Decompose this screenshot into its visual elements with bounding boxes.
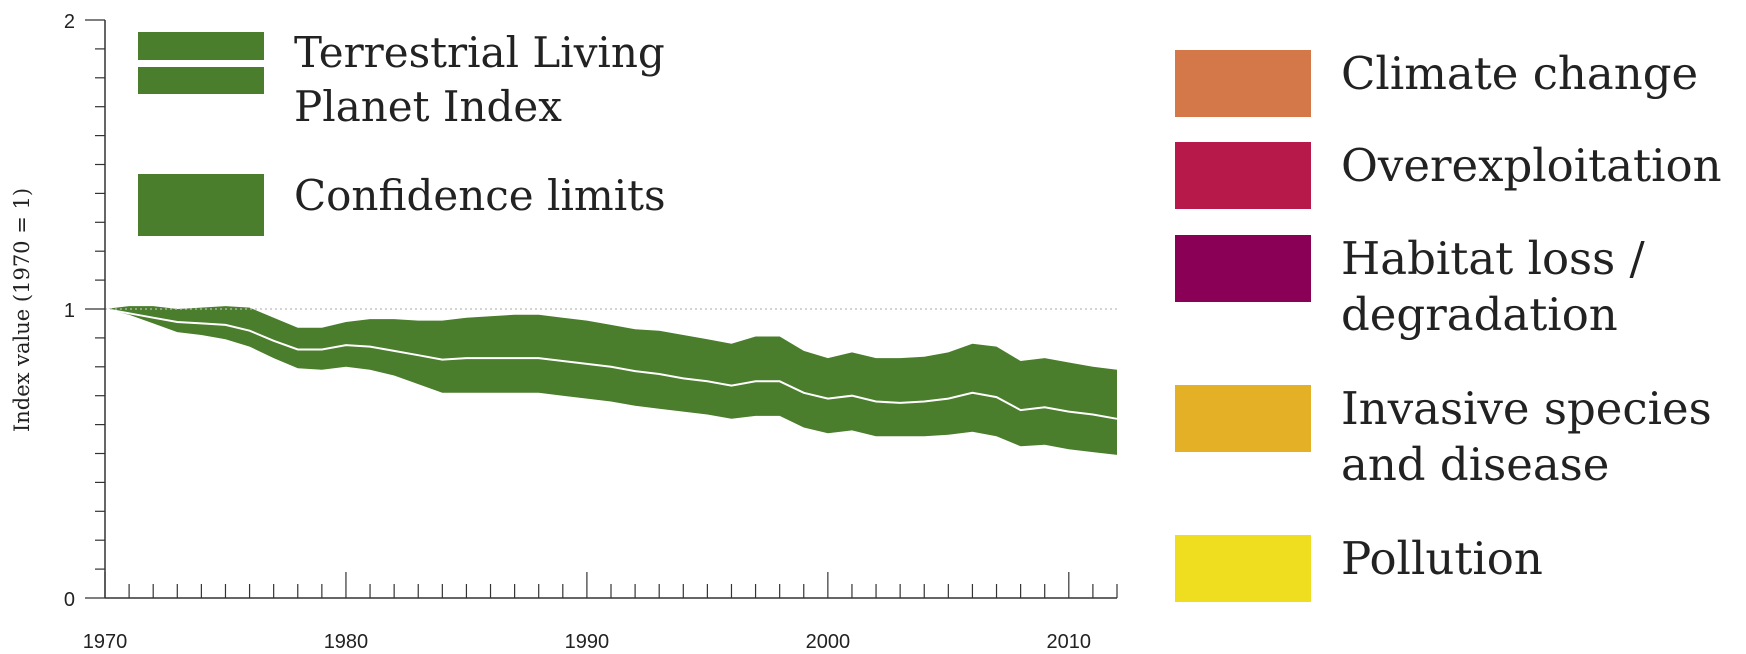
legend-swatch-overexploitation [1175,142,1311,209]
legend-item-pollution: Pollution [1175,532,1543,602]
y-tick-label: 1 [64,300,75,322]
legend-label-habitat-loss-line1: Habitat loss / [1341,232,1646,285]
index-line [104,308,1118,420]
y-axis-title: Index value (1970 = 1) [10,188,34,432]
legend-label-overexploitation: Overexploitation [1341,139,1722,192]
legend-item-overexploitation: Overexploitation [1175,139,1722,209]
legend-label-index-line1: Terrestrial Living [294,28,665,77]
legend-swatch-confidence [138,174,264,236]
x-tick-label: 2010 [1047,631,1092,653]
legend-item-habitat-loss: Habitat loss / degradation [1175,232,1646,341]
x-tick-label: 1980 [324,631,369,653]
confidence-band [105,306,1117,455]
legend-item-climate-change: Climate change [1175,47,1698,117]
legend-item-confidence: Confidence limits [138,171,666,236]
x-tick-label: 1970 [83,631,128,653]
x-tick-label: 1990 [565,631,610,653]
legend-item-index: Terrestrial Living Planet Index [138,28,665,131]
legend-label-invasive-species-line2: and disease [1341,438,1609,491]
legend-label-invasive-species-line1: Invasive species [1341,382,1712,435]
x-tick-label: 2000 [806,631,851,653]
y-tick-label: 2 [64,11,75,33]
legend-right: Climate change Overexploitation Habitat … [1175,47,1722,602]
legend-label-pollution: Pollution [1341,532,1543,585]
legend-item-invasive-species: Invasive species and disease [1175,382,1712,491]
legend-left: Terrestrial Living Planet Index Confiden… [138,28,666,236]
legend-label-confidence: Confidence limits [294,171,666,220]
confidence-band-layer [105,306,1117,455]
index-line-layer [104,308,1118,420]
legend-label-habitat-loss-line2: degradation [1341,288,1618,341]
legend-label-index-line2: Planet Index [294,82,562,131]
legend-swatch-habitat-loss [1175,235,1311,302]
legend-label-climate-change: Climate change [1341,47,1698,100]
legend-swatch-climate-change [1175,50,1311,117]
axes: 0 1 2 1970 1980 1990 2000 2010 [64,11,1118,653]
legend-swatch-index-line [138,60,264,67]
y-tick-label: 0 [64,589,75,611]
legend-swatch-pollution [1175,535,1311,602]
legend-swatch-invasive-species [1175,385,1311,452]
